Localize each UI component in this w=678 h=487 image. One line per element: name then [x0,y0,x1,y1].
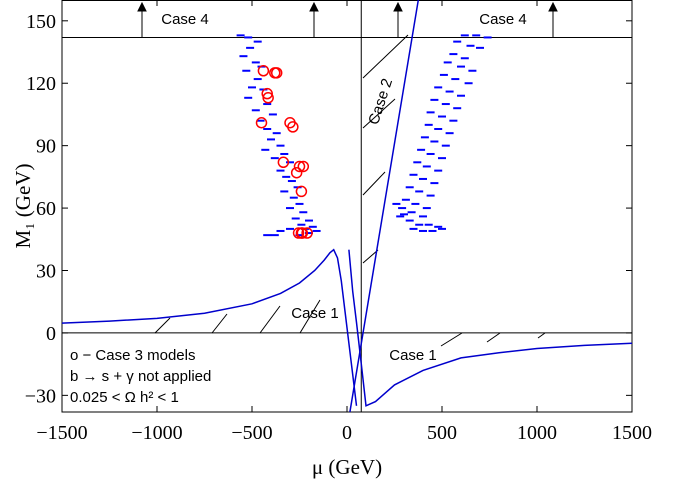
y-tick-label: 120 [26,73,56,95]
annotation: Case 4 [161,11,209,28]
curve [349,0,420,412]
y-tick-label: 150 [26,11,56,33]
curve [62,248,358,406]
hatch [154,34,546,347]
y-tick-label: 30 [36,261,56,283]
x-tick-label: 0 [342,422,352,444]
annotation: Case 1 [291,305,339,322]
y-axis-label: M₁ (GeV) [11,164,35,249]
curve [348,249,632,407]
plot-area [62,0,632,412]
case3-marker [270,67,283,79]
y-tick-label: 60 [36,198,56,220]
decoration [137,1,558,347]
annotation: b → s + γ not applied [70,368,211,385]
case3-marker [255,117,268,129]
x-tick-label: −1500 [36,422,87,444]
y-tick-label: 0 [46,323,56,345]
case3-marker [301,227,313,239]
case3-marker [262,92,274,104]
annotation: 0.025 < Ω h² < 1 [70,389,179,406]
case3-marker [261,87,273,100]
x-tick-label: 500 [427,422,457,444]
case3-marker [290,166,303,179]
case3-marker [292,227,305,239]
case3-marker [257,64,270,77]
y-tick-label: −30 [25,385,56,407]
x-tick-label: 1000 [517,422,557,444]
annotation: Case 1 [389,347,437,364]
x-axis-label: μ (GeV) [312,455,382,479]
annotation: Case 4 [479,11,527,28]
x-tick-label: −500 [231,422,272,444]
x-tick-label: −1000 [131,422,182,444]
case3-marker [287,121,299,133]
case3-marker [277,156,290,169]
case3-marker [296,227,309,239]
case3-marker [293,160,306,173]
annotation: o − Case 3 models [70,347,196,364]
y-tick-label: 90 [36,136,56,158]
arrow-head [137,1,558,12]
case3-marker [297,160,310,173]
x-tick-label: 1500 [612,422,652,444]
case3-marker [295,185,308,198]
